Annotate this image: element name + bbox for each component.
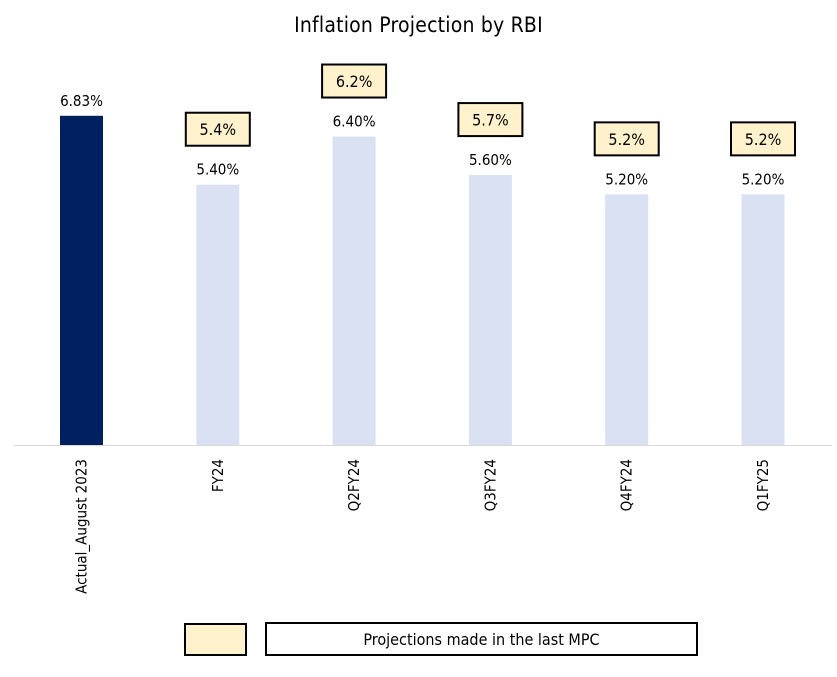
data-label: 5.60% bbox=[469, 151, 512, 169]
bar bbox=[468, 175, 512, 445]
previous-projection-label: 5.7% bbox=[472, 111, 509, 130]
data-label: 5.40% bbox=[196, 161, 239, 179]
data-label: 5.20% bbox=[742, 170, 785, 188]
data-label: 6.40% bbox=[333, 113, 376, 131]
previous-projection-box bbox=[321, 63, 388, 99]
previous-projection-label: 5.4% bbox=[200, 120, 237, 139]
previous-projection-label: 6.2% bbox=[336, 72, 373, 91]
bar bbox=[332, 136, 376, 445]
previous-projection-box bbox=[457, 102, 524, 138]
previous-projection-box bbox=[184, 111, 251, 147]
data-label: 5.20% bbox=[605, 170, 648, 188]
bar bbox=[741, 194, 785, 445]
legend-swatch bbox=[184, 623, 247, 656]
x-tick-label: Q3FY24 bbox=[481, 459, 499, 511]
previous-projection-box bbox=[730, 121, 796, 157]
bar bbox=[196, 184, 240, 445]
chart-title: Inflation Projection by RBI bbox=[294, 13, 543, 37]
x-tick-label: Q4FY24 bbox=[618, 459, 636, 511]
previous-projection-box bbox=[593, 121, 660, 157]
x-tick-label: Actual_August 2023 bbox=[73, 459, 92, 594]
data-label: 6.83% bbox=[60, 92, 103, 110]
bar bbox=[60, 115, 103, 445]
x-tick-label: FY24 bbox=[209, 459, 227, 492]
x-tick-label: Q1FY25 bbox=[754, 459, 772, 511]
bar bbox=[605, 194, 649, 445]
previous-projection-label: 5.2% bbox=[608, 130, 645, 149]
previous-projection-label: 5.2% bbox=[745, 130, 782, 149]
x-tick-label: Q2FY24 bbox=[345, 459, 363, 511]
legend-label: Projections made in the last MPC bbox=[265, 622, 698, 656]
